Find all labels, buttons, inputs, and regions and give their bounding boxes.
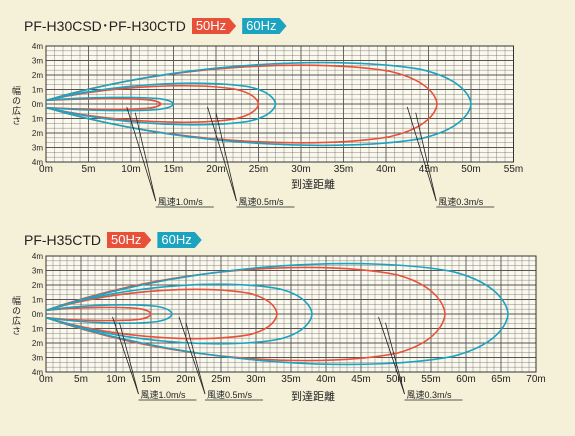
chart-2-x-tick: 25m [211, 374, 230, 385]
chart-2-envelope-hz50-2 [45, 288, 278, 340]
chart-1-y-tick: 2m [32, 71, 43, 80]
chart-1-annotation-label: 風速1.0m/s [158, 197, 204, 207]
chart-2-x-tick: 30m [246, 374, 265, 385]
chart-1-title: PF-H30CSD･PF-H30CTD 50Hz 60Hz [24, 16, 287, 36]
chart-1-envelope-hz60-1 [45, 96, 175, 112]
chart-2-y-label: 幅の広さ [11, 295, 21, 336]
chart-2-y-tick: 3m [32, 267, 43, 276]
chart-2-x-tick: 45m [351, 374, 370, 385]
chart-1-y-label: 幅の広さ [11, 85, 21, 126]
chart-2-envelope-hz60-2 [45, 283, 313, 345]
chart-2-annotation-label: 風速1.0m/s [141, 390, 187, 400]
chart-1-x-tick: 55m [504, 164, 523, 175]
chart-2-annotation-leader [119, 322, 139, 395]
chart-2-y-tick: 4m [32, 368, 43, 377]
chart-2-x-tick: 70m [526, 374, 545, 385]
chart-2-envelope-hz50-1 [45, 306, 152, 322]
chart-1-x-tick: 20m [206, 164, 225, 175]
chart-2-annotation-leader [178, 316, 206, 395]
chart-1-legend-60hz: 60Hz [242, 18, 286, 34]
chart-2-y-tick: 2m [32, 339, 43, 348]
chart-2-x-tick: 35m [281, 374, 300, 385]
chart-2-legend-50hz: 50Hz [107, 232, 151, 248]
chart-1-x-tick: 5m [82, 164, 96, 175]
chart-1-annotation-label: 風速0.3m/s [438, 197, 484, 207]
chart-2-x-tick: 5m [74, 374, 88, 385]
chart-2-x-tick: 15m [141, 374, 160, 385]
chart-2-x-tick: 0m [39, 374, 53, 385]
chart-1-annotation-leader [406, 106, 437, 202]
chart-2-envelope-hz50-3 [45, 266, 446, 362]
chart-2-y-tick: 1m [32, 296, 43, 305]
chart-1-x-tick: 40m [376, 164, 395, 175]
chart-1-x-tick: 10m [121, 164, 140, 175]
chart-1-y-tick: 1m [32, 115, 43, 124]
chart-1-y-tick: 4m [32, 158, 43, 167]
chart-1-annotation-leader [134, 112, 157, 202]
chart-2-annotation-label: 風速0.5m/s [207, 390, 253, 400]
chart-1-y-tick: 0m [32, 100, 43, 109]
chart-1-annotation-leader [415, 112, 437, 202]
chart-2-x-tick: 55m [421, 374, 440, 385]
chart-2-x-tick: 40m [316, 374, 335, 385]
chart-2-x-tick: 20m [176, 374, 195, 385]
chart-2-annotation-leader [378, 316, 405, 395]
chart-1-envelope-hz60-3 [45, 61, 472, 147]
chart-1-x-tick: 35m [334, 164, 353, 175]
chart-2-annotation-leader [185, 322, 206, 395]
chart-1-y-tick: 1m [32, 86, 43, 95]
chart-2-envelope-hz60-1 [45, 304, 173, 324]
chart-2-annotation-leader [112, 316, 139, 395]
chart-1-x-tick: 25m [249, 164, 268, 175]
chart-1-x-tick: 0m [39, 164, 53, 175]
chart-1-envelope-hz60-2 [45, 82, 277, 126]
chart-2-legend-60hz: 60Hz [157, 232, 201, 248]
chart-2-y-tick: 4m [32, 252, 43, 261]
chart-1-annotation-leader [207, 106, 237, 202]
chart-2-x-tick: 50m [386, 374, 405, 385]
chart-1-y-tick: 3m [32, 57, 43, 66]
chart-2-x-tick: 60m [456, 374, 475, 385]
chart-2-y-tick: 1m [32, 325, 43, 334]
chart-1-y-tick: 4m [32, 42, 43, 51]
chart-1-title-text: PF-H30CSD･PF-H30CTD [24, 18, 186, 34]
chart-2-x-tick: 10m [106, 374, 125, 385]
chart-1-envelope-hz50-3 [45, 64, 438, 144]
chart-2-y-tick: 3m [32, 354, 43, 363]
chart-1-envelope-hz50-1 [45, 97, 162, 111]
chart-2-frame [45, 255, 537, 373]
chart-1-x-tick: 30m [291, 164, 310, 175]
chart-2-x-label: 到達距離 [291, 389, 335, 403]
chart-1-y-tick: 2m [32, 129, 43, 138]
chart-2-annotation-label: 風速0.3m/s [407, 390, 453, 400]
chart-1-annotation-label: 風速0.5m/s [239, 197, 285, 207]
chart-1-annotation-leader [215, 112, 237, 202]
chart-2-envelope-hz60-3 [45, 262, 509, 366]
chart-2-y-tick: 0m [32, 310, 43, 319]
chart-1-x-tick: 50m [461, 164, 480, 175]
chart-1-x-label: 到達距離 [291, 177, 335, 191]
chart-1-frame [45, 45, 514, 163]
chart-1-x-tick: 45m [419, 164, 438, 175]
chart-2-title: PF-H35CTD 50Hz 60Hz [24, 232, 202, 248]
chart-1-y-tick: 3m [32, 144, 43, 153]
chart-2-title-text: PF-H35CTD [24, 232, 102, 248]
chart-2-x-tick: 65m [491, 374, 510, 385]
chart-2-y-tick: 2m [32, 281, 43, 290]
chart-1-envelope-hz50-2 [45, 85, 260, 123]
chart-2-annotation-leader [385, 322, 405, 395]
chart-1-legend-50hz: 50Hz [192, 18, 236, 34]
chart-1-x-tick: 15m [164, 164, 183, 175]
chart-1-annotation-leader [126, 106, 157, 202]
